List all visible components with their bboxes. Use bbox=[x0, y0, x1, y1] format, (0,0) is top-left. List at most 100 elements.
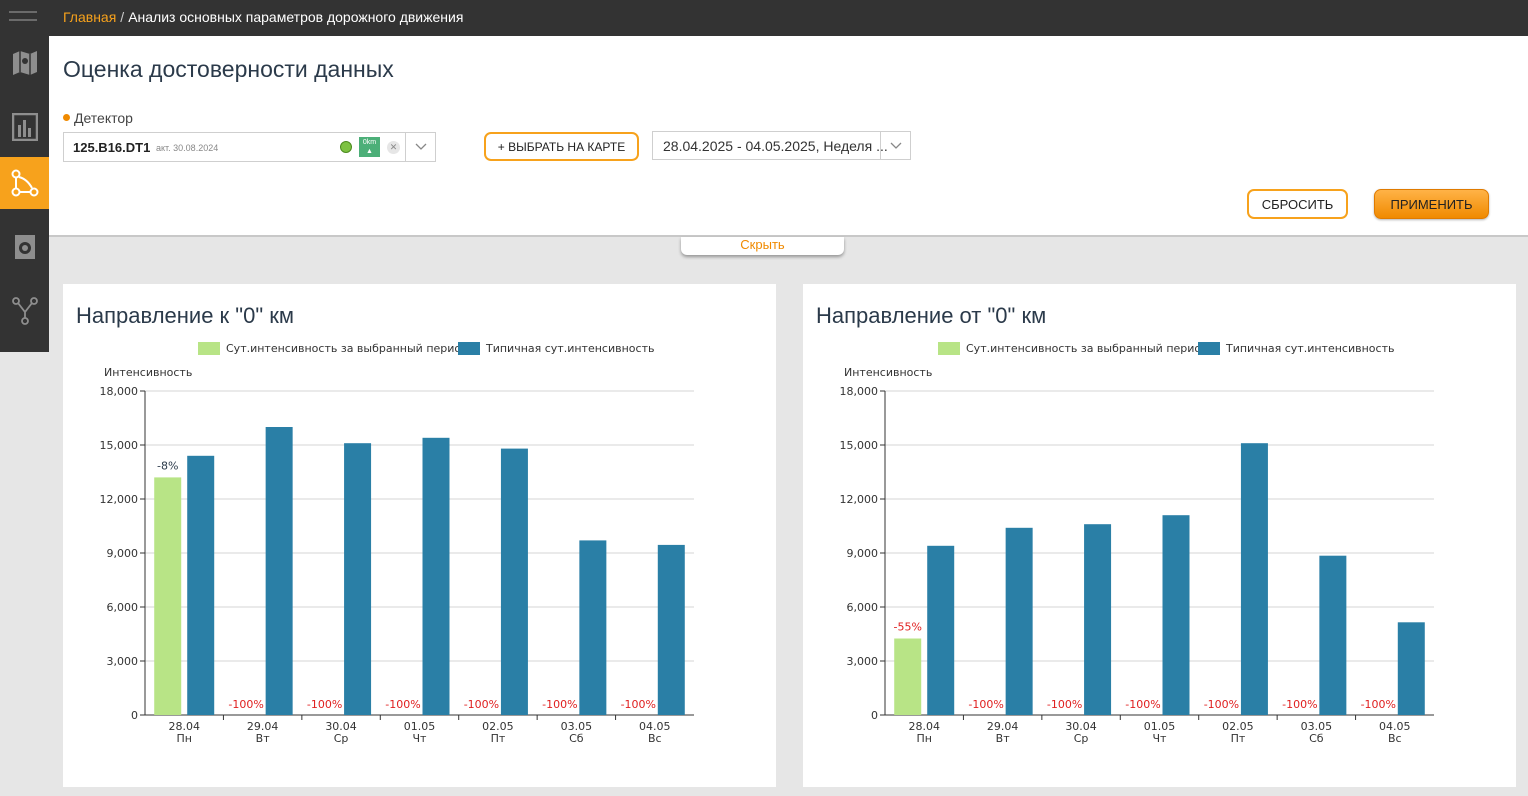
sidebar-item-charts[interactable] bbox=[0, 101, 49, 153]
y-axis-label: Интенсивность bbox=[104, 366, 192, 379]
chart-card-from-zero: Сут.интенсивность за выбранный период Тип… bbox=[803, 284, 1516, 787]
select-on-map-button[interactable]: + ВЫБРАТЬ НА КАРТЕ bbox=[484, 132, 639, 161]
bar-typical bbox=[344, 443, 372, 715]
km-badge: 0km ▲ bbox=[359, 137, 380, 157]
data-label: -100% bbox=[307, 698, 342, 711]
data-label: -100% bbox=[464, 698, 499, 711]
x-tick-label: 30.04 bbox=[1065, 720, 1097, 733]
date-dropdown-arrow[interactable] bbox=[880, 132, 910, 159]
bar-typical bbox=[927, 545, 955, 715]
chart-title: Направление от "0" км bbox=[816, 303, 1047, 328]
x-tick-label: 03.05 bbox=[561, 720, 593, 733]
chart-from-zero: Сут.интенсивность за выбранный период Тип… bbox=[840, 342, 1434, 745]
filter-panel: Оценка достоверности данных Детектор 125… bbox=[49, 36, 1528, 237]
x-tick-label: 04.05 bbox=[639, 720, 671, 733]
breadcrumb-home-link[interactable]: Главная bbox=[63, 9, 117, 25]
y-axis-label: Интенсивность bbox=[844, 366, 932, 379]
x-weekday-label: Ср bbox=[1074, 732, 1089, 745]
y-tick-label: 9,000 bbox=[847, 547, 879, 560]
bar-typical bbox=[1397, 622, 1425, 715]
date-range-select[interactable]: 28.04.2025 - 04.05.2025, Неделя ... bbox=[652, 131, 911, 160]
x-tick-label: 04.05 bbox=[1379, 720, 1411, 733]
sidebar-item-network[interactable] bbox=[0, 285, 49, 337]
x-tick-label: 29.04 bbox=[987, 720, 1019, 733]
x-weekday-label: Пн bbox=[916, 732, 931, 745]
data-label: -8% bbox=[157, 459, 178, 472]
menu-icon[interactable] bbox=[9, 11, 37, 27]
chevron-down-icon bbox=[415, 143, 426, 150]
clear-icon[interactable]: ✕ bbox=[387, 141, 400, 154]
y-tick-label: 0 bbox=[131, 709, 138, 722]
required-dot bbox=[63, 114, 70, 121]
detector-updated: акт. 30.08.2024 bbox=[156, 143, 219, 153]
x-tick-label: 30.04 bbox=[325, 720, 357, 733]
data-label: -100% bbox=[1125, 698, 1160, 711]
x-tick-label: 29.04 bbox=[247, 720, 279, 733]
detector-label: Детектор bbox=[63, 110, 133, 126]
x-weekday-label: Вс bbox=[648, 732, 662, 745]
breadcrumb-separator: / bbox=[120, 9, 125, 25]
data-label: -100% bbox=[542, 698, 577, 711]
data-label: -100% bbox=[1361, 698, 1396, 711]
y-tick-label: 0 bbox=[871, 709, 878, 722]
x-weekday-label: Вт bbox=[256, 732, 271, 745]
sidebar-item-camera[interactable] bbox=[0, 220, 49, 272]
data-label: -100% bbox=[228, 698, 263, 711]
bar-selected-period bbox=[154, 477, 182, 715]
bar-typical bbox=[500, 448, 528, 715]
x-weekday-label: Вс bbox=[1388, 732, 1402, 745]
sidebar-item-routes[interactable] bbox=[0, 157, 49, 209]
chevron-down-icon bbox=[890, 142, 901, 149]
hide-panel-tab[interactable]: Скрыть bbox=[681, 237, 844, 255]
x-weekday-label: Чт bbox=[1153, 732, 1168, 745]
top-bar: Главная / Анализ основных параметров дорож… bbox=[49, 0, 1528, 36]
bar-typical bbox=[1319, 555, 1347, 715]
data-label: -55% bbox=[894, 621, 922, 634]
bar-typical bbox=[579, 540, 607, 715]
bar-typical bbox=[187, 455, 215, 715]
data-label: -100% bbox=[1282, 698, 1317, 711]
bar-typical bbox=[657, 544, 685, 715]
route-icon bbox=[11, 169, 38, 197]
sidebar-item-map[interactable] bbox=[0, 37, 49, 89]
detector-select[interactable]: 125.B16.DT1 акт. 30.08.2024 0km ▲ ✕ bbox=[63, 132, 436, 162]
y-tick-label: 3,000 bbox=[107, 655, 139, 668]
detector-dropdown-arrow[interactable] bbox=[405, 133, 435, 161]
apply-button[interactable]: ПРИМЕНИТЬ bbox=[1374, 189, 1489, 219]
km-badge-text: 0km bbox=[362, 139, 377, 146]
legend-swatch bbox=[938, 342, 960, 355]
y-tick-label: 18,000 bbox=[840, 385, 879, 398]
y-tick-label: 15,000 bbox=[100, 439, 139, 452]
map-icon bbox=[12, 51, 37, 75]
bar-selected-period bbox=[894, 638, 922, 715]
bar-typical bbox=[1084, 524, 1112, 715]
detector-label-text: Детектор bbox=[74, 110, 133, 126]
bar-typical bbox=[422, 437, 450, 715]
legend-swatch bbox=[198, 342, 220, 355]
chart-to-zero: Сут.интенсивность за выбранный период Тип… bbox=[100, 342, 694, 745]
data-label: -100% bbox=[385, 698, 420, 711]
detector-code: 125.B16.DT1 bbox=[73, 140, 151, 155]
y-tick-label: 12,000 bbox=[100, 493, 139, 506]
reset-button[interactable]: СБРОСИТЬ bbox=[1247, 189, 1348, 219]
legend-item: Сут.интенсивность за выбранный период bbox=[966, 342, 1209, 355]
bar-typical bbox=[1162, 515, 1190, 715]
breadcrumb-current: Анализ основных параметров дорожного дви… bbox=[128, 9, 464, 25]
x-weekday-label: Пт bbox=[491, 732, 506, 745]
bar-typical bbox=[1240, 443, 1268, 715]
data-label: -100% bbox=[968, 698, 1003, 711]
status-ok-icon bbox=[340, 141, 352, 153]
data-label: -100% bbox=[1204, 698, 1239, 711]
date-range-value: 28.04.2025 - 04.05.2025, Неделя ... bbox=[663, 138, 888, 154]
x-tick-label: 28.04 bbox=[908, 720, 940, 733]
y-tick-label: 15,000 bbox=[840, 439, 879, 452]
legend-item: Типичная сут.интенсивность bbox=[1225, 342, 1394, 355]
chart-title: Направление к "0" км bbox=[76, 303, 295, 328]
bar-typical bbox=[265, 427, 293, 715]
x-weekday-label: Ср bbox=[334, 732, 349, 745]
chart-card-to-zero: Сут.интенсивность за выбранный период Тип… bbox=[63, 284, 776, 787]
x-weekday-label: Сб bbox=[569, 732, 584, 745]
x-tick-label: 01.05 bbox=[1144, 720, 1176, 733]
network-icon bbox=[11, 297, 38, 325]
x-weekday-label: Пт bbox=[1231, 732, 1246, 745]
